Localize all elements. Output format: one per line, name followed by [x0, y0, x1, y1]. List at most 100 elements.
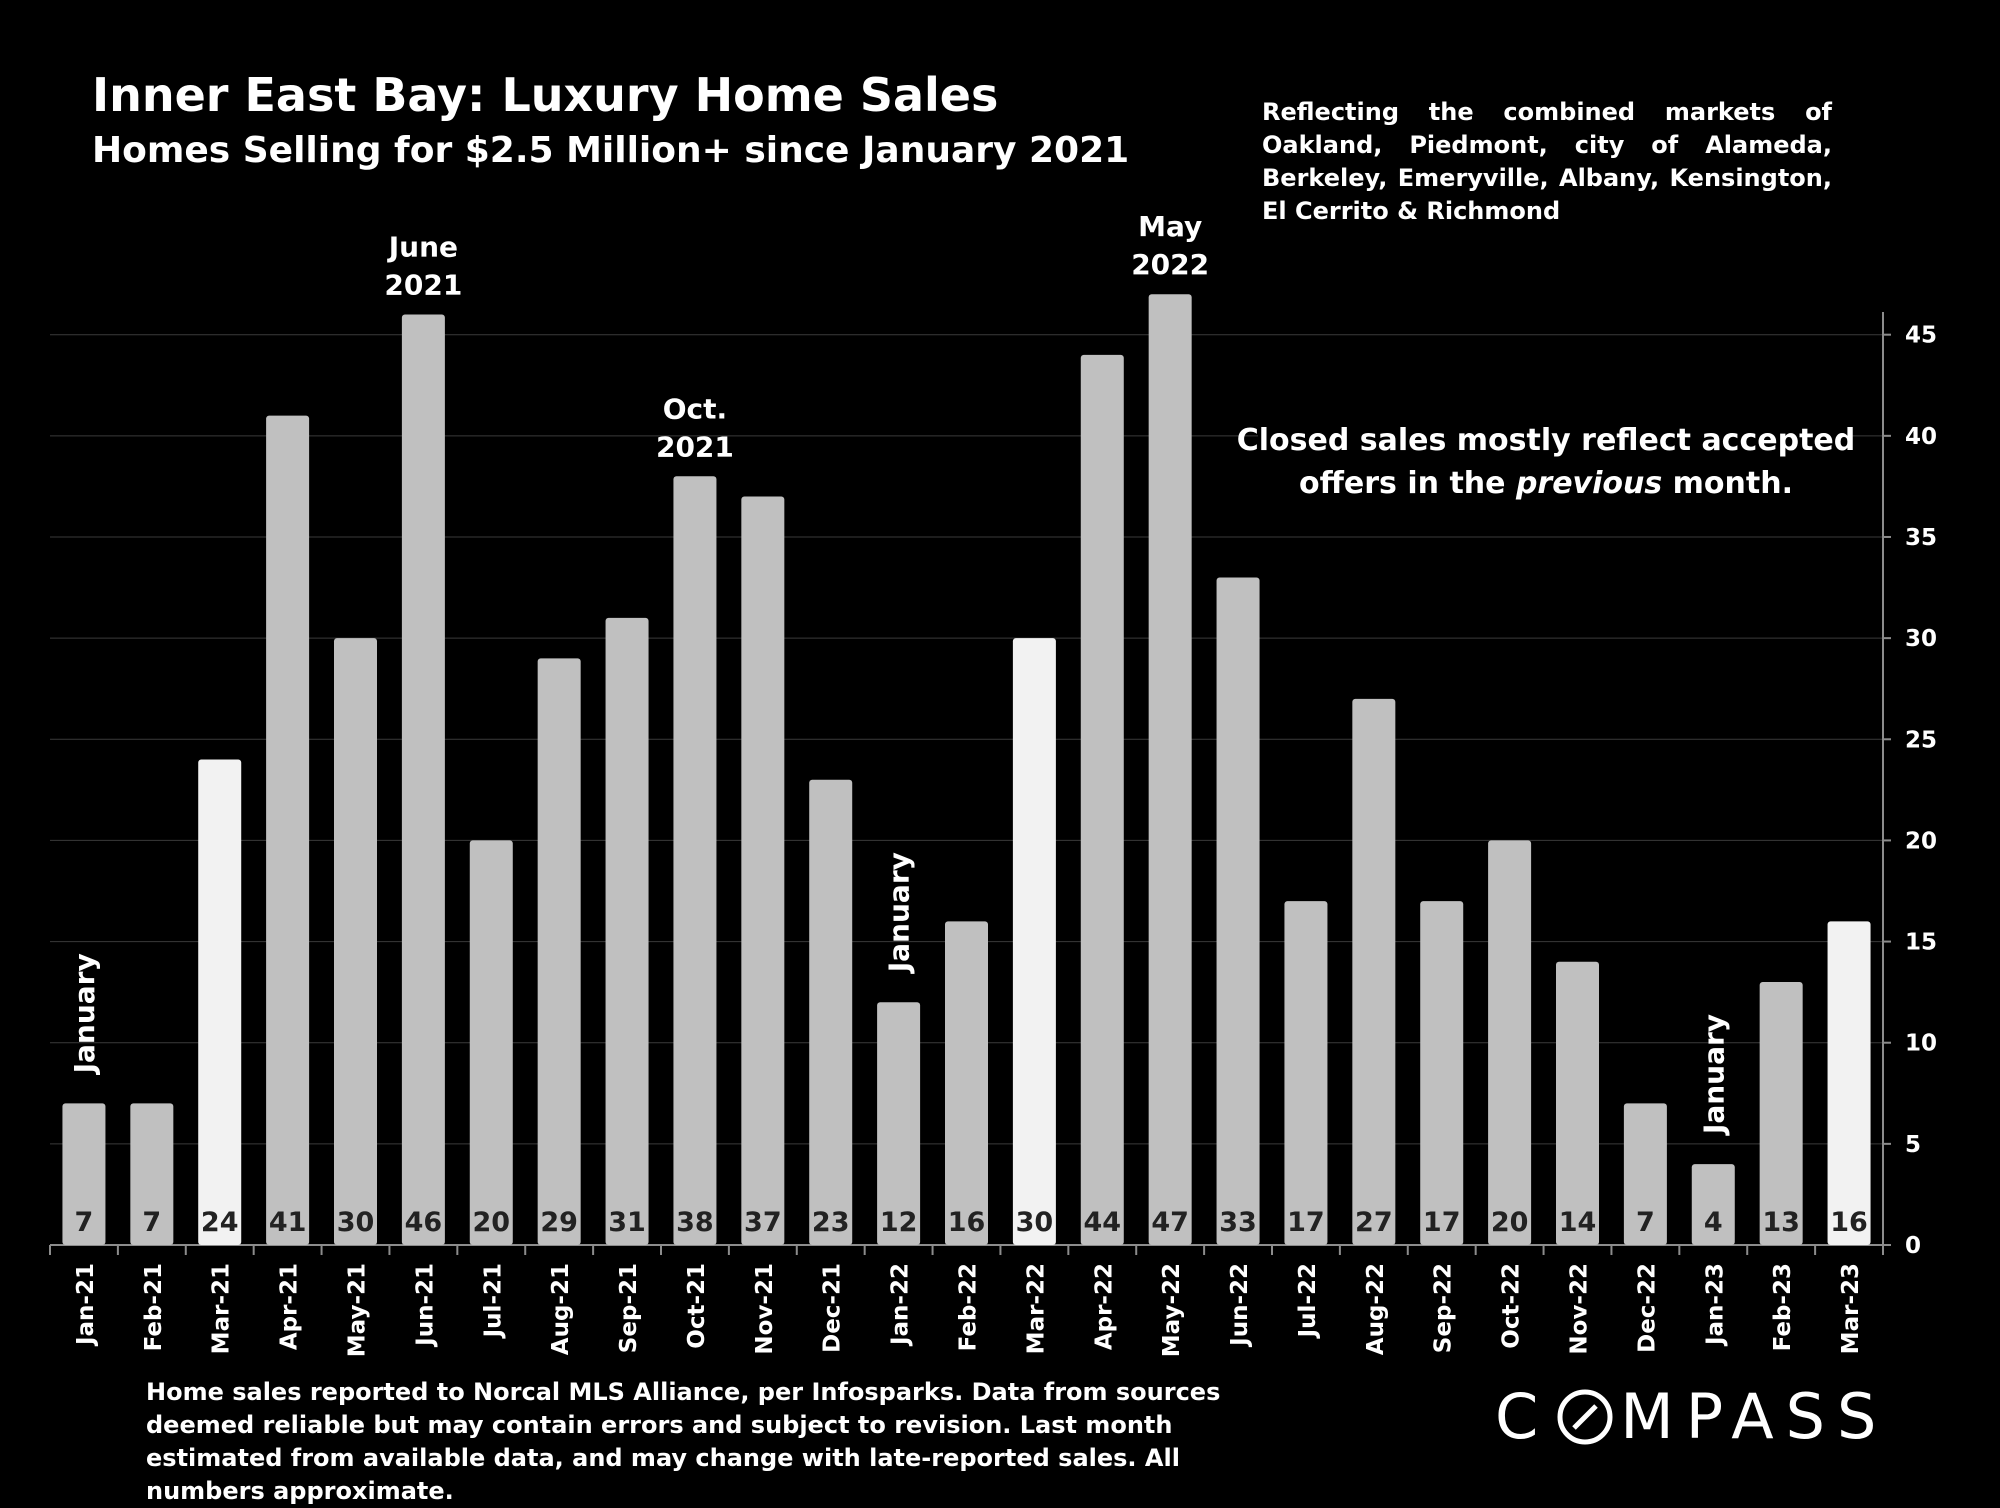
- callout-background: [1258, 410, 1838, 510]
- bar: [673, 476, 717, 1246]
- x-tick-label: Jul-22: [1295, 1263, 1321, 1339]
- january-annotation: January: [1697, 1014, 1730, 1136]
- bar: [1012, 638, 1056, 1245]
- x-tick-label: Feb-23: [1770, 1263, 1796, 1351]
- x-tick-label: Aug-21: [548, 1263, 574, 1355]
- bar: [877, 1002, 921, 1245]
- peak-annotation: Oct.: [663, 392, 727, 425]
- x-tick-label: Apr-21: [277, 1263, 303, 1350]
- callout-line-1: Closed sales mostly reflect accepted: [1237, 423, 1856, 458]
- bar: [401, 314, 445, 1245]
- peak-annotation: 2021: [384, 268, 462, 301]
- bar: [1556, 961, 1599, 1245]
- bar: [469, 840, 513, 1245]
- x-tick-label: Jul-21: [480, 1263, 506, 1339]
- bar: [62, 1103, 106, 1245]
- logo-text-start: C: [1495, 1380, 1551, 1453]
- x-tick-label: Sep-21: [616, 1263, 642, 1353]
- bar-value-label: 46: [405, 1207, 443, 1238]
- x-tick-label: Jan-21: [73, 1263, 99, 1347]
- x-tick-label: Aug-22: [1363, 1263, 1389, 1355]
- x-tick-label: Sep-22: [1431, 1263, 1457, 1353]
- bar-value-label: 41: [269, 1207, 307, 1238]
- y-tick-label: 5: [1905, 1132, 1921, 1158]
- bar: [1284, 901, 1328, 1245]
- bar: [266, 415, 310, 1246]
- bar-value-label: 14: [1559, 1207, 1597, 1238]
- x-tick-label: Mar-23: [1838, 1263, 1864, 1354]
- bar: [1148, 294, 1192, 1246]
- bar: [809, 779, 853, 1245]
- x-tick-label: Oct-21: [684, 1263, 710, 1349]
- bar-value-label: 7: [1636, 1207, 1655, 1238]
- x-tick-label: Jan-23: [1702, 1263, 1728, 1347]
- bar: [1759, 982, 1803, 1245]
- bar-value-label: 20: [1491, 1207, 1529, 1238]
- x-tick-label: Dec-22: [1634, 1263, 1660, 1353]
- bar-value-label: 30: [1016, 1207, 1054, 1238]
- y-tick-label: 25: [1905, 727, 1937, 753]
- bar-value-label: 47: [1151, 1207, 1189, 1238]
- y-tick-label: 35: [1905, 525, 1937, 551]
- bar-value-label: 31: [608, 1207, 646, 1238]
- chart-title: Inner East Bay: Luxury Home Sales: [92, 68, 999, 122]
- bar-value-label: 16: [948, 1207, 986, 1238]
- bar-value-label: 33: [1219, 1207, 1257, 1238]
- x-tick-label: Mar-21: [209, 1263, 235, 1354]
- bar-value-label: 17: [1287, 1207, 1325, 1238]
- bar-value-label: 27: [1355, 1207, 1393, 1238]
- y-tick-label: 40: [1905, 424, 1937, 450]
- callout-emphasis: previous: [1515, 466, 1662, 501]
- bar: [1691, 1164, 1735, 1245]
- bar: [198, 759, 242, 1245]
- bar: [1352, 698, 1396, 1245]
- bar-value-label: 20: [472, 1207, 510, 1238]
- y-tick-label: 45: [1905, 323, 1937, 349]
- x-tick-label: Dec-21: [820, 1263, 846, 1353]
- x-tick-label: Nov-21: [752, 1263, 778, 1355]
- x-tick-label: Feb-21: [141, 1263, 167, 1351]
- x-tick-label: Oct-22: [1499, 1263, 1525, 1349]
- bar: [537, 658, 581, 1245]
- bar: [130, 1103, 174, 1245]
- bar-value-label: 7: [75, 1207, 94, 1238]
- x-tick-label: Jan-22: [888, 1263, 914, 1347]
- callout-text: offers in the: [1299, 466, 1516, 501]
- bar-value-label: 24: [201, 1207, 239, 1238]
- peak-annotation: June: [387, 230, 458, 263]
- bar-value-label: 17: [1423, 1207, 1461, 1238]
- january-annotation: January: [68, 953, 101, 1075]
- compass-logo: C MPASS: [1495, 1380, 1888, 1453]
- bar-value-label: 38: [676, 1207, 714, 1238]
- peak-annotation: 2021: [656, 430, 734, 463]
- y-tick-label: 10: [1905, 1031, 1937, 1057]
- bar: [1623, 1103, 1667, 1245]
- market-note: Reflecting the combined markets of Oakla…: [1262, 98, 1832, 225]
- x-tick-label: Jun-21: [412, 1263, 438, 1348]
- compass-o-icon: [1557, 1389, 1613, 1444]
- bar: [1216, 577, 1260, 1245]
- y-tick-label: 30: [1905, 626, 1937, 652]
- bar-value-label: 16: [1830, 1207, 1868, 1238]
- bar-value-label: 23: [812, 1207, 850, 1238]
- y-tick-label: 20: [1905, 828, 1937, 854]
- callout-text: month.: [1662, 466, 1793, 501]
- bar: [1420, 901, 1464, 1245]
- x-tick-label: Feb-22: [956, 1263, 982, 1351]
- bar-value-label: 30: [337, 1207, 375, 1238]
- bar-value-label: 7: [142, 1207, 161, 1238]
- x-tick-label: May-22: [1159, 1263, 1185, 1357]
- bar-value-label: 37: [744, 1207, 782, 1238]
- bar-value-label: 44: [1083, 1207, 1121, 1238]
- peak-annotation: 2022: [1131, 248, 1209, 281]
- bar: [334, 638, 377, 1245]
- x-tick-label: Nov-22: [1567, 1263, 1593, 1355]
- footnote: Home sales reported to Norcal MLS Allian…: [146, 1378, 1221, 1505]
- y-tick-label: 0: [1905, 1233, 1921, 1259]
- january-annotation: January: [883, 852, 916, 974]
- x-tick-label: Jun-22: [1227, 1263, 1253, 1348]
- bar-value-label: 29: [540, 1207, 578, 1238]
- peak-annotation: May: [1138, 210, 1202, 243]
- bar-value-label: 4: [1704, 1207, 1723, 1238]
